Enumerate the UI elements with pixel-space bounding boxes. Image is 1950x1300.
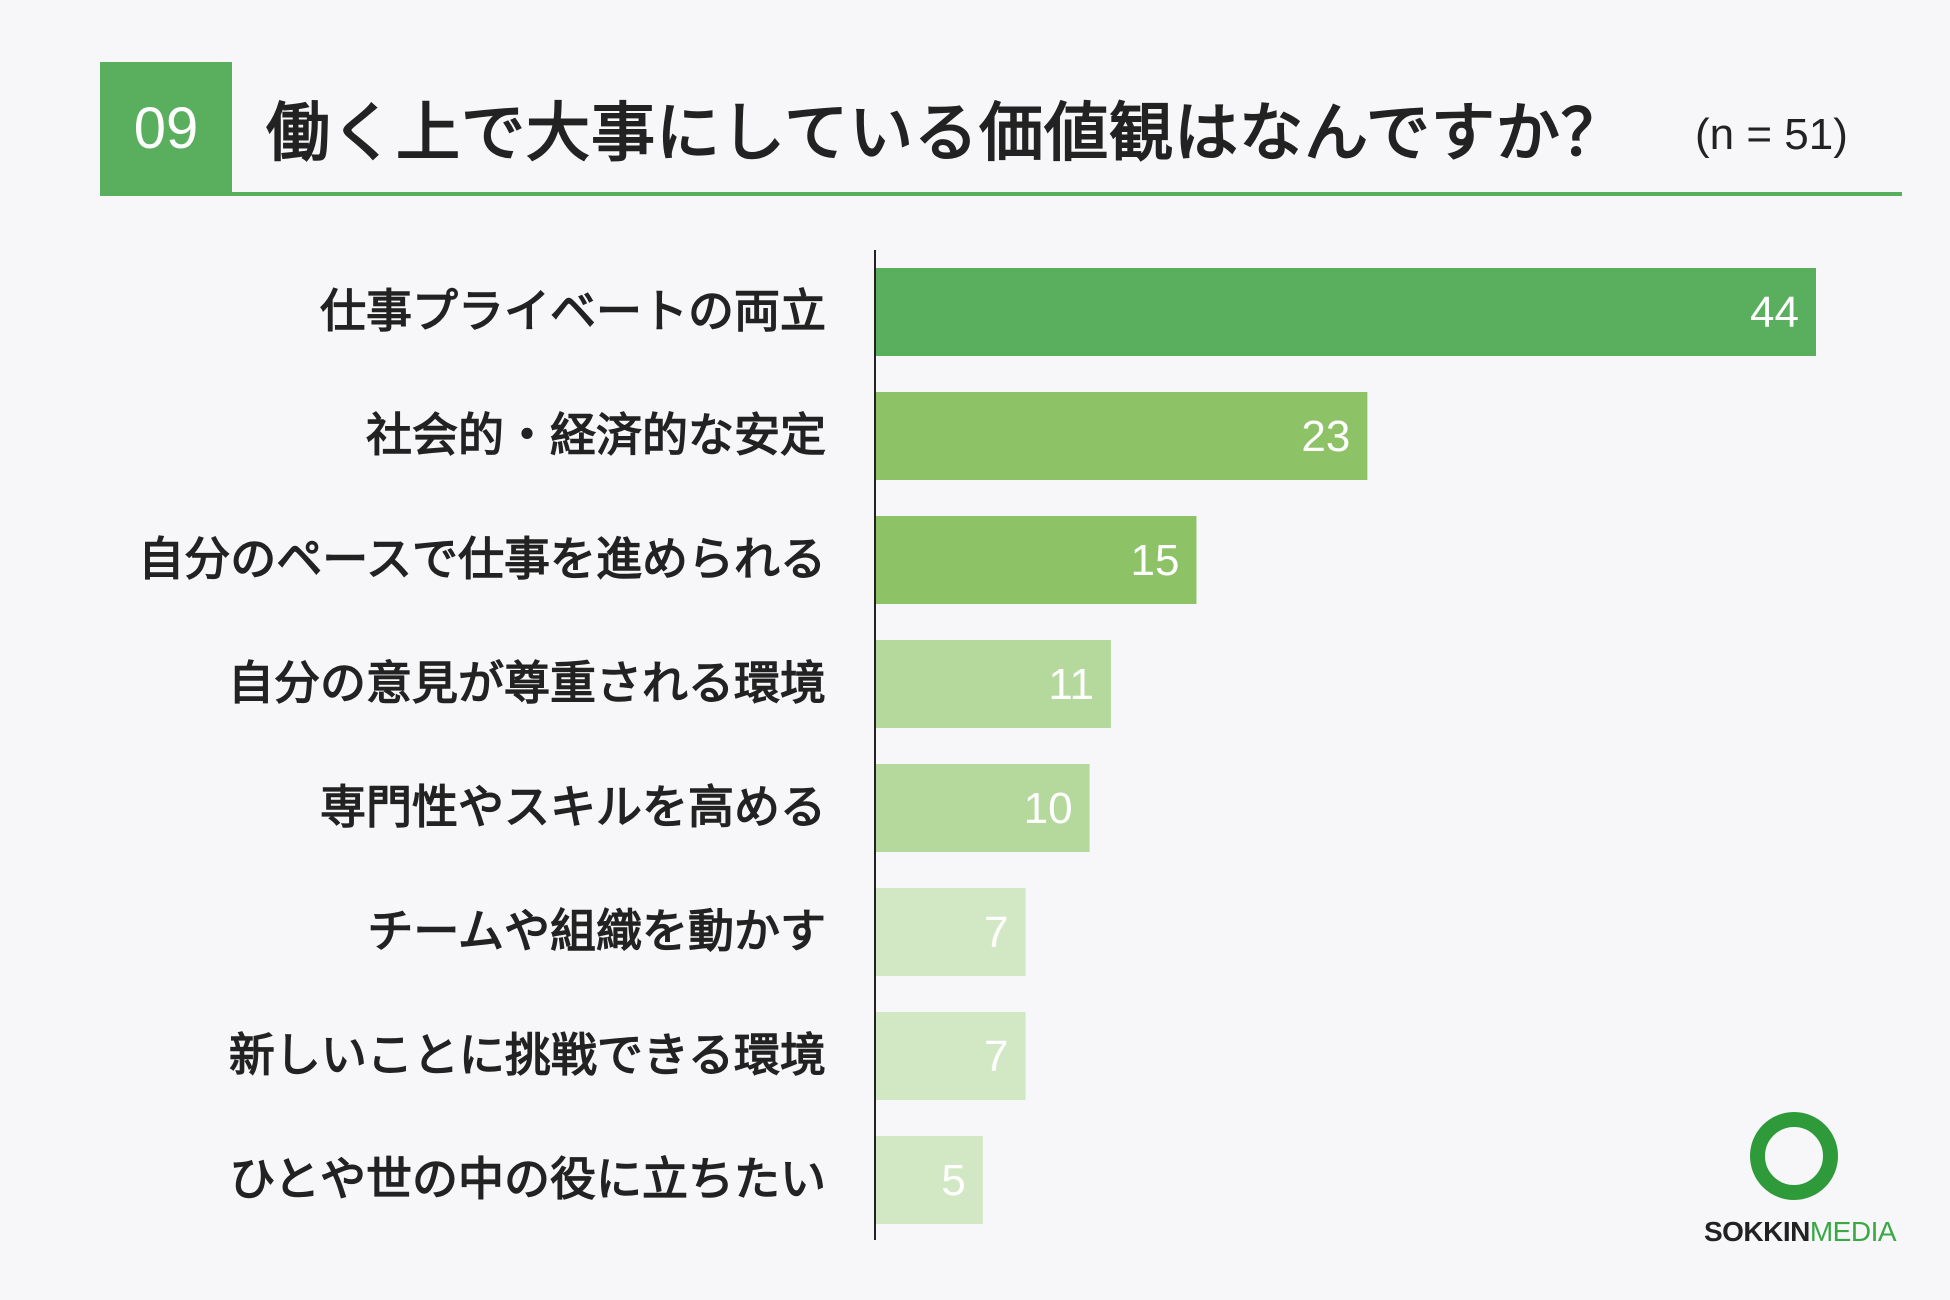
bar — [876, 1012, 1026, 1100]
bar-value-label: 44 — [1750, 288, 1799, 337]
category-label: チームや組織を動かす — [367, 904, 826, 958]
category-label: 社会的・経済的な安定 — [366, 408, 826, 462]
bar-value-label: 15 — [1131, 536, 1180, 585]
bar-value-label: 10 — [1024, 784, 1073, 833]
logo-text: SOKKINMEDIA — [1695, 1216, 1905, 1248]
sample-size: (n = 51) — [1695, 110, 1848, 159]
chart-title: 働く上で大事にしている価値観はなんですか？ — [266, 97, 1626, 171]
logo-word-sokkin: SOKKIN — [1703, 1216, 1810, 1247]
sokkin-media-logo: SOKKINMEDIA — [1695, 1108, 1905, 1258]
bar — [876, 888, 1026, 976]
bar — [876, 640, 1111, 728]
category-label: 自分のペースで仕事を進められる — [138, 532, 826, 586]
bar-chart: 44 仕事プライベートの両立 23 社会的・経済的な安定 15 自分のペースで仕事を進めら… — [0, 250, 1950, 1240]
bar-value-label: 7 — [984, 908, 1008, 957]
bar — [876, 516, 1197, 604]
category-label: 専門性やスキルを高める — [320, 780, 826, 834]
bar-chart-svg: 44 仕事プライベートの両立 23 社会的・経済的な安定 15 自分のペースで仕事を進めら… — [138, 250, 1816, 1240]
category-label: 自分の意見が尊重される環境 — [228, 656, 826, 710]
bar — [876, 392, 1368, 480]
question-number-badge: 09 — [100, 62, 232, 194]
header-underline — [100, 192, 1902, 196]
category-label: 新しいことに挑戦できる環境 — [229, 1028, 826, 1082]
chart-header: 09 働く上で大事にしている価値観はなんですか？ (n = 51) — [100, 62, 1902, 196]
category-label: ひとや世の中の役に立ちたい — [229, 1152, 826, 1206]
bar — [876, 764, 1090, 852]
bar-value-label: 7 — [984, 1032, 1008, 1081]
logo-word-media: MEDIA — [1809, 1216, 1897, 1247]
bar-value-label: 11 — [1048, 660, 1094, 709]
bar-value-label: 5 — [941, 1156, 965, 1205]
bar-value-label: 23 — [1301, 412, 1350, 461]
category-label: 仕事プライベートの両立 — [320, 284, 826, 338]
ring-logo-icon — [1750, 1112, 1838, 1200]
bar — [876, 268, 1816, 356]
bar — [876, 1136, 983, 1224]
